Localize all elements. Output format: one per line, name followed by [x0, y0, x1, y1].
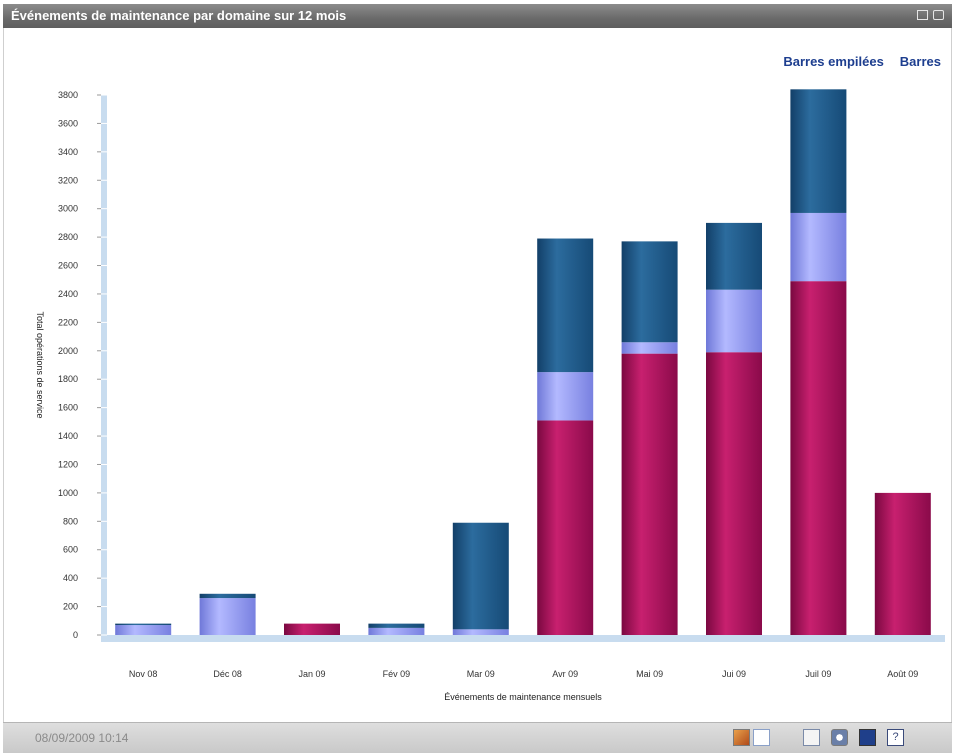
y-tick-label: 1000	[58, 488, 78, 498]
chart: 0 200 400 600 800 1000 1200 1400 1600 1800 2000 220…	[35, 89, 945, 702]
y-tick-label: 1800	[58, 374, 78, 384]
y-tick-label: 3400	[58, 147, 78, 157]
bar-segment	[368, 623, 425, 628]
x-tick-label: Avr 09	[552, 669, 578, 679]
bar-segment	[790, 89, 847, 213]
bar-segment	[115, 625, 172, 635]
refresh-icon[interactable]	[831, 729, 848, 746]
bar-segment	[452, 629, 509, 635]
restore-icon[interactable]	[917, 10, 928, 20]
y-tick-label: 2800	[58, 232, 78, 242]
help-icon[interactable]: ?	[887, 729, 904, 746]
y-tick-label: 600	[63, 545, 78, 555]
popout-icon[interactable]	[933, 10, 944, 20]
chart-view-icon[interactable]	[733, 729, 750, 746]
bar-segment	[368, 627, 425, 635]
y-tick-label: 3600	[58, 118, 78, 128]
y-tick-label: 1400	[58, 431, 78, 441]
y-tick-label: 3200	[58, 175, 78, 185]
y-tick-label: 800	[63, 516, 78, 526]
x-tick-label: Juil 09	[805, 669, 831, 679]
x-axis-title: Événements de maintenance mensuels	[444, 692, 602, 702]
timestamp: 08/09/2009 10:14	[35, 731, 129, 745]
panel-frame	[3, 28, 952, 722]
y-tick-label: 2600	[58, 261, 78, 271]
bar-segment	[790, 281, 847, 635]
bar-segment	[284, 623, 340, 635]
footer-bar: 08/09/2009 10:14 ?	[3, 722, 952, 753]
bar-segment	[874, 492, 931, 635]
stacked-bars-link[interactable]: Barres empilées	[783, 54, 884, 69]
bar-segment	[452, 522, 509, 630]
bar-segment	[537, 238, 594, 373]
bars-link[interactable]: Barres	[899, 54, 941, 69]
x-tick-label: Nov 08	[129, 669, 158, 679]
bar-segment	[790, 212, 847, 282]
y-tick-label: 2000	[58, 346, 78, 356]
bar-segment	[537, 420, 594, 635]
bar-segment	[706, 352, 762, 635]
window-title: Événements de maintenance par domaine su…	[11, 8, 347, 23]
y-axis-title: Total opérations de service	[35, 311, 45, 418]
y-tick-label: 0	[73, 630, 78, 640]
view-links: Barres empilées Barres	[783, 54, 941, 69]
open-external-icon[interactable]	[859, 729, 876, 746]
y-tick-label: 2400	[58, 289, 78, 299]
y-tick-label: 1200	[58, 459, 78, 469]
bar-segment	[115, 623, 172, 626]
bar-segment	[621, 342, 678, 354]
y-tick-label: 400	[63, 573, 78, 583]
x-tick-label: Août 09	[887, 669, 918, 679]
table-view-icon[interactable]	[753, 729, 770, 746]
x-tick-label: Déc 08	[213, 669, 242, 679]
bar-segment	[706, 222, 762, 290]
y-tick-label: 2200	[58, 317, 78, 327]
window-titlebar: Événements de maintenance par domaine su…	[3, 4, 952, 28]
y-axis-band	[101, 95, 107, 635]
bar-segment	[706, 289, 762, 353]
x-tick-label: Fév 09	[383, 669, 411, 679]
x-tick-label: Jui 09	[722, 669, 746, 679]
y-tick-label: 3000	[58, 204, 78, 214]
y-tick-label: 3800	[58, 90, 78, 100]
bar-segment	[621, 353, 678, 635]
bar-segment	[621, 241, 678, 343]
y-tick-label: 200	[63, 602, 78, 612]
x-tick-label: Mar 09	[467, 669, 495, 679]
bar-segment	[199, 593, 256, 599]
export-icon[interactable]	[803, 729, 820, 746]
y-tick-label: 1600	[58, 403, 78, 413]
bar-segment	[537, 372, 594, 421]
x-tick-label: Jan 09	[298, 669, 325, 679]
x-axis-band	[101, 635, 945, 642]
x-tick-label: Mai 09	[636, 669, 663, 679]
bar-segment	[199, 598, 256, 635]
